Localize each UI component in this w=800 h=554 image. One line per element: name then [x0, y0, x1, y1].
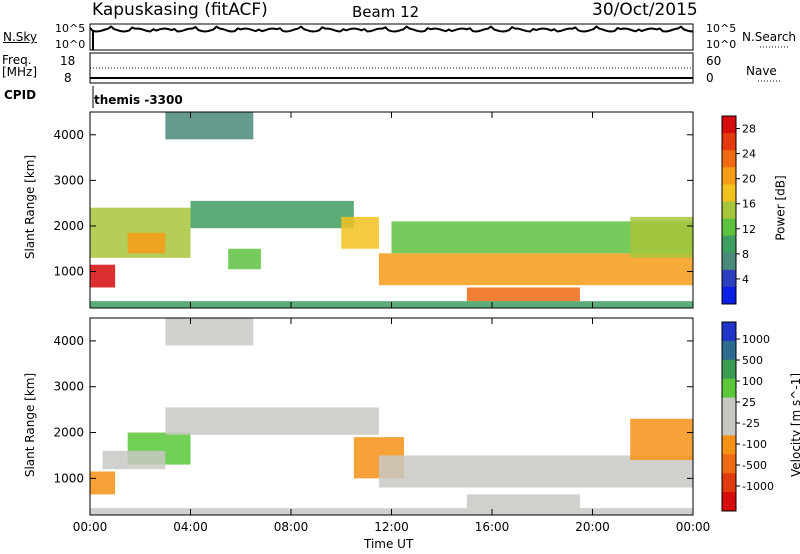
velocity-colorbar-frame [721, 321, 737, 512]
power-colorbar-tick-label-0: 4 [742, 273, 749, 286]
velocity-region-2 [165, 407, 379, 435]
xtick-label-0: 00:00 [73, 520, 108, 534]
nave-tick-high: 60 [706, 54, 722, 68]
velocity-colorbar-tick-label-6: -500 [742, 459, 767, 472]
xtick-label-2: 08:00 [274, 520, 309, 534]
power-region-6 [378, 253, 693, 286]
power-colorbar-frame [721, 115, 737, 305]
velocity-region-3 [102, 450, 166, 470]
power-colorbar-cell-8 [722, 252, 736, 271]
velocity-colorbar-tick-label-5: -100 [742, 438, 767, 451]
power-colorbar-tick-label-5: 24 [742, 148, 756, 161]
power-colorbar-cell-7 [722, 235, 736, 254]
nsearch-tick-high: 10^5 [706, 22, 737, 35]
power-region-10 [165, 112, 254, 140]
x-axis-title: Time UT [364, 537, 414, 551]
nsearch-tick-low: 10^0 [706, 38, 737, 51]
power-colorbar-cell-5 [722, 201, 736, 220]
power-ytick-label-3: 4000 [53, 128, 84, 142]
xtick-label-5: 20:00 [575, 520, 610, 534]
power-ytick-label-2: 3000 [53, 173, 84, 187]
nsky-tick-high: 10^5 [55, 22, 86, 35]
xtick-label-1: 04:00 [173, 520, 208, 534]
velocity-colorbar-cell-3 [722, 378, 736, 399]
velocity-colorbar-cell-1 [722, 340, 736, 361]
velocity-colorbar-tick-label-0: 1000 [742, 333, 770, 346]
power-region-8 [466, 287, 580, 302]
nsky-trace [89, 25, 694, 33]
beam-label: Beam 12 [352, 3, 420, 21]
power-colorbar-tick-label-3: 16 [742, 198, 756, 211]
nsky-tick-low: 10^0 [55, 38, 86, 51]
velocity-colorbar-cell-8 [722, 473, 736, 493]
power-region-4 [228, 248, 261, 270]
velocity-colorbar-tick-label-2: 100 [742, 375, 763, 388]
power-region-2 [127, 232, 166, 254]
velocity-region-5 [378, 455, 693, 488]
velocity-ytick-label-3: 4000 [53, 334, 84, 348]
power-colorbar-cell-3 [722, 167, 736, 185]
freq-label: Freq. [2, 53, 32, 67]
power-colorbar-cell-1 [722, 133, 736, 151]
velocity-ytick-label-1: 2000 [53, 426, 84, 440]
freq-unit: [MHz] [2, 65, 38, 79]
power-colorbar-cell-0 [722, 116, 736, 134]
power-ytick-label-0: 1000 [53, 265, 84, 279]
date-label: 30/Oct/2015 [592, 0, 698, 20]
power-colorbar-tick-label-1: 8 [742, 248, 749, 261]
freq-tick-low: 8 [64, 71, 72, 85]
velocity-colorbar-cell-5 [722, 416, 736, 436]
power-region-9 [630, 216, 693, 258]
velocity-region-7 [630, 418, 693, 461]
power-colorbar-cell-2 [722, 150, 736, 168]
velocity-ytick-label-2: 3000 [53, 380, 84, 394]
velocity-colorbar-tick-label-1: 500 [742, 354, 763, 367]
velocity-colorbar-cell-0 [722, 322, 736, 342]
velocity-colorbar-cell-9 [722, 492, 736, 512]
cpid-value: themis -3300 [94, 93, 183, 107]
power-region-3 [190, 200, 354, 229]
velocity-colorbar-cell-4 [722, 397, 736, 417]
power-colorbar-cell-4 [722, 184, 736, 202]
power-region-5 [341, 216, 379, 249]
power-colorbar-tick-label-2: 12 [742, 223, 756, 236]
power-colorbar-tick-label-6: 28 [742, 123, 756, 136]
nsky-label: N.Sky [3, 30, 38, 44]
power-region-0 [90, 264, 116, 288]
velocity-colorbar-cell-6 [722, 435, 736, 455]
power-colorbar-cell-10 [722, 286, 736, 305]
velocity-colorbar-tick-label-4: -25 [742, 417, 760, 430]
nsky-panel-frame [89, 23, 694, 51]
xtick-label-6: 00:00 [676, 520, 711, 534]
velocity-region-0 [90, 471, 116, 495]
nsearch-label: N.Search [742, 30, 797, 44]
velocity-colorbar-cell-7 [722, 454, 736, 474]
freq-tick-high: 18 [60, 54, 76, 68]
velocity-ytick-label-0: 1000 [53, 471, 84, 485]
xtick-label-3: 12:00 [374, 520, 409, 534]
velocity-colorbar-tick-label-3: 25 [742, 396, 756, 409]
velocity-region-8 [165, 318, 254, 346]
station-title: Kapuskasing (fitACF) [92, 0, 268, 20]
velocity-colorbar-tick-label-7: -1000 [742, 480, 774, 493]
velocity-region-6 [466, 494, 580, 509]
velocity-colorbar-cell-2 [722, 359, 736, 380]
power-colorbar-tick-label-4: 20 [742, 173, 756, 186]
power-colorbar-cell-6 [722, 218, 736, 237]
nave-label: Nave [746, 64, 777, 78]
power-ytick-label-1: 2000 [53, 219, 84, 233]
nave-tick-low: 0 [706, 71, 714, 85]
cpid-label: CPID [4, 88, 37, 102]
power-colorbar-cell-9 [722, 269, 736, 288]
xtick-label-4: 16:00 [475, 520, 510, 534]
